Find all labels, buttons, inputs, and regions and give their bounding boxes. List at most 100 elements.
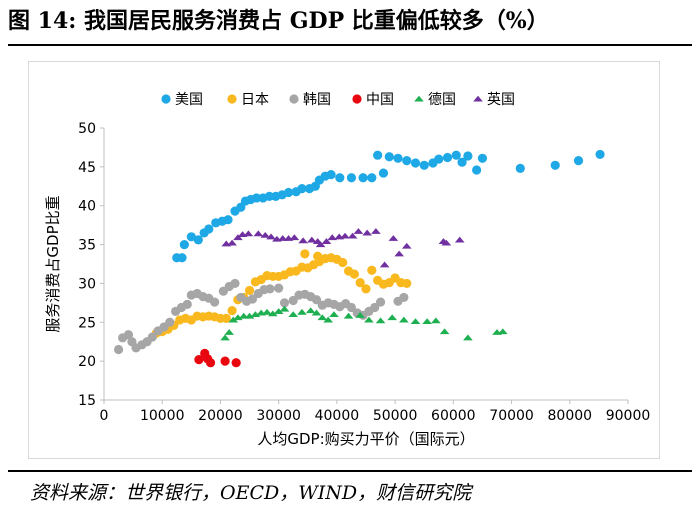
data-point-s5 — [394, 250, 405, 257]
data-point-s0 — [384, 152, 394, 162]
y-tick-label: 50 — [78, 121, 96, 137]
data-point-s4 — [268, 310, 278, 317]
data-point-s4 — [273, 308, 284, 314]
source-divider — [8, 470, 692, 472]
x-tick-label: 30000 — [256, 408, 301, 424]
x-tick-label: 60000 — [431, 408, 476, 424]
data-point-s5 — [321, 238, 332, 245]
y-tick-label: 25 — [78, 315, 96, 331]
data-point-s5 — [371, 228, 381, 234]
data-point-s1 — [349, 269, 359, 279]
data-point-s5 — [260, 231, 271, 238]
data-point-s5 — [227, 239, 237, 246]
legend-label-3: 中国 — [366, 92, 394, 108]
legend-marker-5 — [473, 95, 483, 102]
data-point-s4 — [262, 308, 272, 315]
data-point-s0 — [477, 153, 488, 163]
data-point-s0 — [393, 153, 403, 163]
data-point-s0 — [410, 158, 421, 168]
data-point-s4 — [422, 318, 432, 325]
data-point-s2 — [265, 284, 275, 294]
y-tick-label: 40 — [78, 199, 96, 215]
legend-marker-3 — [352, 94, 362, 104]
data-point-s0 — [573, 156, 584, 166]
data-point-s5 — [307, 236, 317, 243]
data-point-s0 — [451, 150, 461, 160]
data-point-s1 — [221, 313, 231, 323]
data-point-s2 — [247, 294, 258, 304]
legend-label-4: 德国 — [428, 92, 456, 108]
data-point-s0 — [550, 160, 560, 170]
data-point-s2 — [274, 283, 284, 293]
data-point-s1 — [361, 284, 371, 294]
legend-marker-0 — [161, 94, 171, 104]
x-axis-title: 人均GDP:购买力平价（国际元） — [257, 430, 474, 448]
data-point-s0 — [367, 173, 377, 183]
data-point-s2 — [230, 278, 240, 289]
data-point-s4 — [399, 316, 409, 323]
data-point-s1 — [227, 306, 237, 316]
data-point-s5 — [266, 233, 276, 240]
data-point-s2 — [311, 295, 322, 305]
x-tick-label: 90000 — [606, 408, 651, 424]
source-note: 资料来源：世界银行，OECD，WIND，财信研究院 — [30, 482, 472, 504]
data-point-s1 — [367, 265, 377, 275]
data-point-s0 — [297, 184, 307, 194]
data-point-s4 — [224, 329, 235, 335]
data-point-s1 — [300, 249, 310, 259]
y-tick-label: 35 — [78, 238, 96, 254]
data-point-s0 — [457, 157, 467, 167]
x-tick-label: 80000 — [548, 408, 593, 424]
legend-label-5: 英国 — [487, 91, 515, 108]
data-point-s0 — [373, 150, 383, 160]
data-point-s4 — [375, 317, 386, 324]
data-point-s4 — [431, 317, 441, 324]
data-point-s4 — [355, 312, 366, 318]
data-point-s0 — [223, 215, 233, 225]
data-point-s0 — [186, 232, 196, 242]
y-axis-title: 服务消费占GDP比重 — [44, 195, 62, 332]
data-point-s0 — [402, 156, 412, 166]
legend-marker-4 — [414, 95, 424, 102]
data-point-s2 — [182, 299, 192, 310]
y-tick-label: 45 — [78, 160, 96, 176]
data-point-s2 — [346, 302, 357, 313]
data-point-s4 — [305, 307, 316, 314]
data-point-s0 — [177, 253, 187, 263]
x-tick-label: 10000 — [140, 408, 185, 424]
data-point-s4 — [250, 311, 261, 318]
data-point-s4 — [220, 334, 230, 341]
data-point-s2 — [123, 330, 134, 340]
data-point-s0 — [179, 239, 189, 250]
data-point-s0 — [358, 173, 368, 183]
data-point-s4 — [343, 312, 354, 319]
data-point-s4 — [288, 311, 299, 318]
figure-title: 图 14: 我国居民服务消费占 GDP 比重偏低较多（%） — [8, 8, 549, 34]
chart-frame — [28, 61, 660, 459]
data-point-s0 — [283, 187, 294, 198]
data-point-s4 — [317, 314, 328, 321]
data-point-s0 — [378, 168, 389, 178]
x-tick-label: 20000 — [198, 408, 243, 424]
data-point-s2 — [279, 298, 290, 308]
data-point-s5 — [379, 261, 390, 268]
data-point-s1 — [244, 285, 255, 296]
y-tick-label: 30 — [78, 276, 96, 292]
legend-marker-2 — [289, 94, 299, 104]
data-point-s2 — [113, 344, 124, 355]
data-point-s3 — [220, 356, 230, 366]
data-point-s0 — [442, 152, 453, 163]
data-point-s5 — [353, 228, 364, 234]
data-point-s5 — [233, 234, 243, 241]
data-point-s4 — [279, 305, 290, 312]
data-point-s0 — [251, 193, 262, 203]
data-point-s1 — [313, 251, 323, 261]
x-tick-label: 50000 — [373, 408, 418, 424]
data-point-s4 — [311, 309, 322, 316]
data-point-s4 — [439, 328, 450, 335]
data-point-s5 — [454, 236, 465, 243]
data-point-s0 — [264, 191, 274, 201]
data-point-s5 — [441, 239, 452, 246]
data-point-s4 — [329, 311, 339, 318]
y-tick-label: 15 — [78, 393, 96, 409]
